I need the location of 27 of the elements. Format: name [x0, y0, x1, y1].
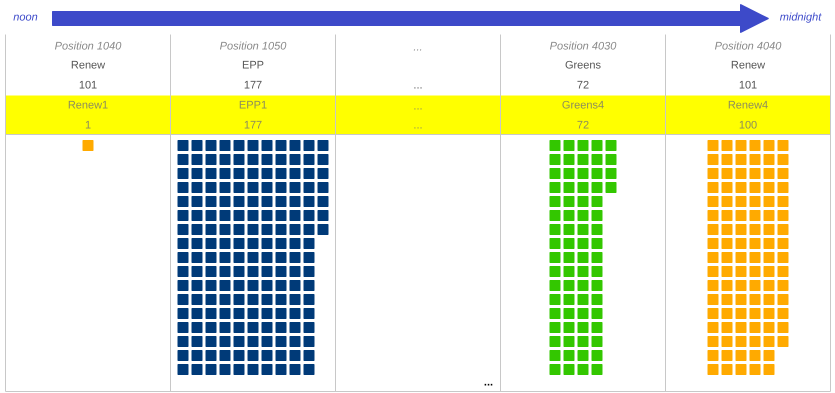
text: Renew [730, 60, 766, 72]
text: Greens [564, 60, 602, 72]
category-label: EPP1 [238, 100, 268, 112]
category-label: ... [413, 42, 423, 54]
text: ... [413, 100, 423, 112]
data-label: 177 [244, 120, 262, 132]
data-label: 100 [738, 120, 758, 132]
text: ... [413, 80, 423, 92]
data-label: 72 [576, 120, 590, 132]
text: midnight [780, 12, 822, 24]
text: ... [484, 376, 494, 388]
text: EPP [242, 60, 264, 72]
text: 72 [576, 80, 590, 92]
category-label: Renew1 [68, 100, 108, 112]
text: Renew [70, 60, 106, 72]
text: 101 [78, 80, 98, 92]
text: Position 1050 [220, 40, 288, 52]
data-label: 1 [84, 120, 92, 132]
text: Position 4040 [714, 40, 782, 52]
text: 101 [738, 80, 758, 92]
text: Position 4030 [550, 40, 618, 52]
text: noon [13, 12, 38, 24]
category-label: Greens4 [562, 100, 604, 112]
text: 177 [244, 80, 262, 92]
category-label: Renew4 [728, 100, 768, 112]
data-label: ... [413, 120, 423, 132]
text: Position 1040 [54, 40, 122, 52]
